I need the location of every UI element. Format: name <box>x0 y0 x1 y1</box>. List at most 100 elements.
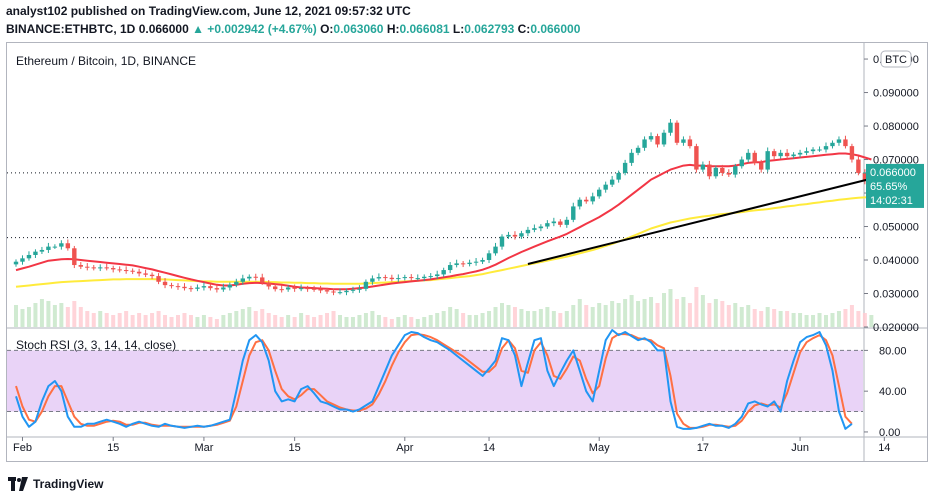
candle <box>771 148 777 160</box>
candle <box>149 272 155 280</box>
candle-body <box>188 288 194 290</box>
candle <box>797 149 803 158</box>
volume-bar <box>253 311 258 327</box>
candle-body <box>331 291 336 293</box>
candle-body <box>733 166 738 175</box>
volume-bar <box>435 313 440 327</box>
currency-badge[interactable]: BTC <box>880 50 912 68</box>
candle-body <box>791 154 796 157</box>
candle-body <box>208 286 213 289</box>
time-tick-label: 15 <box>289 442 301 454</box>
open-label: O: <box>320 22 334 36</box>
candle-body <box>571 206 576 220</box>
candle <box>78 262 83 270</box>
candle <box>363 279 369 292</box>
candle <box>39 246 45 254</box>
volume-bar <box>461 313 466 327</box>
volume-bar <box>862 313 867 327</box>
tradingview-logo-icon <box>8 477 28 491</box>
candle <box>85 263 90 271</box>
volume-bar <box>694 287 699 327</box>
candle <box>123 266 129 274</box>
candle <box>622 159 628 176</box>
stoch-rsi-pane[interactable]: 80.00 40.00 0.00 <box>7 329 907 439</box>
footer-brand[interactable]: TradingView <box>8 477 103 491</box>
volume-bar <box>227 313 232 327</box>
candle <box>519 230 524 239</box>
candle-body <box>473 261 479 263</box>
volume-bar <box>603 305 608 327</box>
volume-bar <box>629 295 634 327</box>
candle <box>156 273 161 285</box>
candle-body <box>376 277 382 279</box>
volume-bar <box>292 317 297 327</box>
volume-bar <box>98 311 103 327</box>
candle-body <box>765 151 770 170</box>
price-tick-label: 0.040000 <box>873 255 919 267</box>
candle <box>759 159 764 173</box>
volume-bar <box>590 307 595 327</box>
candle <box>422 274 427 282</box>
candle-body <box>687 139 693 147</box>
chart-container[interactable]: 0.1000000.0900000.0800000.0700000.060000… <box>6 42 928 462</box>
volume-bar <box>72 301 77 327</box>
candle <box>169 282 174 289</box>
candle-body <box>499 236 505 247</box>
candle-body <box>253 276 258 278</box>
candle-body <box>797 152 803 155</box>
volume-bar <box>791 313 796 327</box>
candle-body <box>538 226 544 229</box>
volume-bar <box>772 309 777 327</box>
candle-body <box>337 292 343 294</box>
volume-bar <box>20 309 25 327</box>
candle-body <box>422 276 427 279</box>
candle <box>493 242 498 256</box>
chart-svg[interactable]: 0.1000000.0900000.0800000.0700000.060000… <box>7 43 927 461</box>
candle-body <box>668 122 673 133</box>
candles[interactable] <box>13 119 874 296</box>
candle <box>791 152 796 159</box>
candle <box>830 140 835 149</box>
candle <box>240 274 245 285</box>
candle-body <box>33 251 38 255</box>
candle-body <box>227 284 233 288</box>
candle <box>661 129 667 147</box>
candle-body <box>778 152 783 157</box>
candle <box>117 266 122 273</box>
candle-body <box>85 266 90 268</box>
candle-body <box>59 243 64 247</box>
candle <box>247 274 252 281</box>
candle-body <box>136 271 142 274</box>
volume-bar <box>759 311 764 327</box>
volume-bar <box>726 305 731 327</box>
volume-bar <box>26 307 31 327</box>
candle-body <box>726 172 731 175</box>
candle <box>208 283 213 291</box>
candle <box>862 169 868 185</box>
volume-bar <box>733 303 738 327</box>
candle <box>324 287 330 294</box>
symbol-label: BINANCE:ETHBTC, 1D <box>6 22 136 36</box>
candle <box>687 135 693 149</box>
rsi-tick-label: 80.00 <box>879 345 907 357</box>
volume-bar <box>610 301 615 327</box>
ohlc-line: BINANCE:ETHBTC, 1D 0.066000 ▲ +0.002942 … <box>6 22 580 36</box>
volume-bar <box>752 309 757 327</box>
candle-body <box>720 167 725 173</box>
candle <box>175 283 181 290</box>
candle-body <box>519 233 524 237</box>
candle <box>162 278 168 289</box>
pct-label: 65.65% <box>870 181 908 193</box>
volume-bar <box>350 317 355 327</box>
time-tick-label: Feb <box>13 442 32 454</box>
candle <box>33 249 38 259</box>
candle-body <box>46 246 51 250</box>
volume-bar <box>564 311 569 327</box>
candle-body <box>279 289 284 291</box>
time-axis[interactable]: Feb 15 Mar 15 Apr 14 May 17 Jun 14 <box>13 437 890 454</box>
candle <box>778 149 783 159</box>
last-price: 0.066000 <box>138 22 189 36</box>
candle <box>428 273 433 280</box>
candle <box>20 255 25 265</box>
candle-body <box>694 146 699 170</box>
